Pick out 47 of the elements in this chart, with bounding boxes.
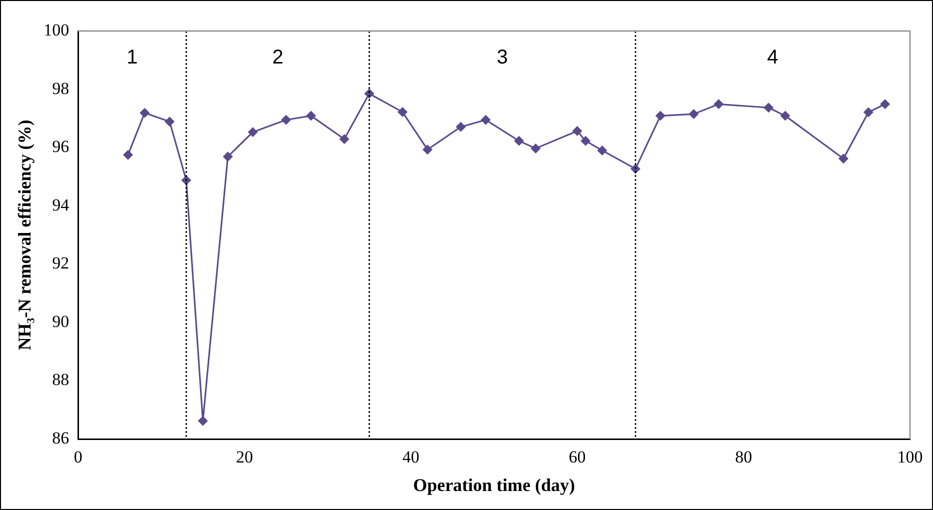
- y-tick-label: 94: [52, 195, 70, 214]
- x-tick-label: 100: [897, 448, 923, 467]
- point: [164, 116, 175, 127]
- point: [880, 99, 890, 110]
- x-tick-label: 0: [74, 448, 82, 467]
- point: [480, 114, 491, 125]
- x-tick-label: 60: [568, 448, 586, 467]
- point: [714, 99, 724, 110]
- point: [597, 145, 608, 156]
- annotation: 3: [496, 46, 508, 69]
- y-tick-label: 86: [52, 428, 70, 448]
- point: [838, 154, 848, 164]
- point: [530, 143, 541, 154]
- point: [198, 416, 208, 426]
- x-axis-title: Operation time (day): [413, 474, 576, 495]
- point: [456, 122, 466, 132]
- annotation: 4: [767, 46, 778, 69]
- point: [572, 126, 582, 136]
- point: [140, 108, 150, 118]
- point: [398, 107, 408, 118]
- point: [123, 150, 134, 160]
- x-tick-label: 80: [735, 448, 752, 467]
- point: [306, 110, 316, 121]
- point: [764, 102, 774, 113]
- point: [863, 107, 874, 118]
- y-tick-label: 90: [52, 312, 70, 331]
- y-axis-title: NH₃-N removal efficiency (%): [14, 120, 34, 350]
- point: [339, 134, 350, 144]
- point: [422, 144, 432, 155]
- point: [688, 109, 699, 120]
- annotation: 1: [126, 46, 138, 69]
- point: [630, 164, 640, 174]
- point: [655, 110, 666, 121]
- point: [780, 110, 790, 121]
- point: [580, 136, 591, 146]
- point: [222, 152, 233, 162]
- y-tick-label: 92: [52, 254, 70, 273]
- x-tick-label: 40: [402, 448, 420, 467]
- y-tick-label: 98: [52, 78, 70, 98]
- y-tick-label: 88: [52, 370, 70, 390]
- point: [281, 114, 292, 125]
- point: [248, 127, 258, 138]
- y-tick-label: 96: [52, 137, 70, 156]
- y-tick-label: 100: [44, 20, 70, 40]
- x-tick-label: 20: [236, 448, 253, 467]
- annotation: 2: [272, 46, 284, 69]
- point: [514, 136, 524, 146]
